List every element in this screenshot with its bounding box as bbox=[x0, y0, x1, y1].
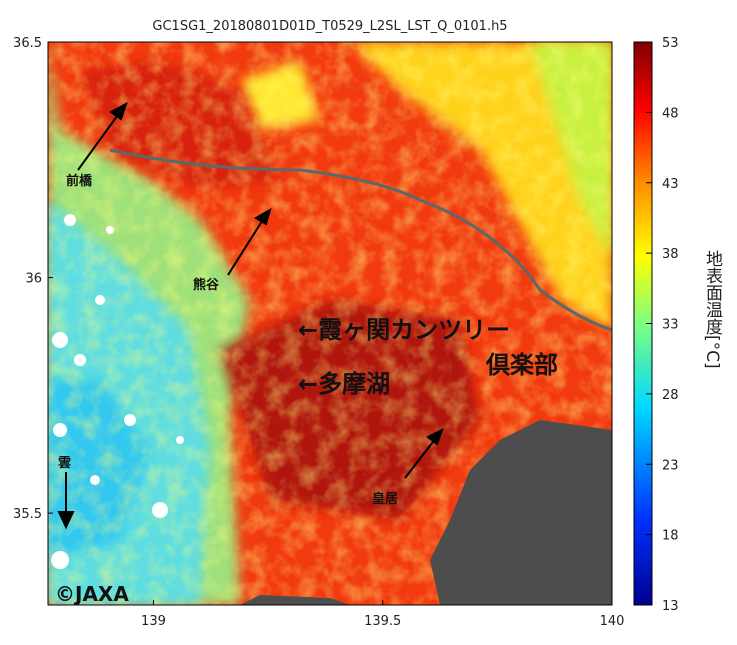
arrow-head bbox=[254, 207, 272, 226]
colorbar-tick-label: 18 bbox=[662, 529, 679, 544]
colorbar-tick-label: 33 bbox=[662, 318, 679, 333]
annotations bbox=[57, 101, 444, 530]
annotation: 倶楽部 bbox=[485, 351, 558, 379]
annotation: 皇居 bbox=[372, 491, 398, 507]
y-tick-label: 36 bbox=[25, 272, 42, 287]
map-frame bbox=[47, 41, 613, 606]
y-tick-label: 36.5 bbox=[13, 36, 42, 51]
colorbar-tick-label: 38 bbox=[662, 247, 679, 262]
colorbar-tick-label: 13 bbox=[662, 599, 679, 614]
annotation: 雲 bbox=[58, 455, 71, 471]
colorbar-tick-label: 23 bbox=[662, 458, 679, 473]
arrow-head bbox=[109, 101, 128, 121]
x-tick-label: 139.5 bbox=[364, 614, 401, 629]
colorbar-tick-label: 53 bbox=[662, 36, 679, 51]
annotation: ←多摩湖 bbox=[298, 370, 390, 398]
arrow-head bbox=[57, 511, 75, 530]
arrow bbox=[77, 111, 121, 171]
map-title: GC1SG1_20180801D01D_T0529_L2SL_LST_Q_010… bbox=[152, 19, 507, 34]
annotation: 熊谷 bbox=[193, 277, 220, 293]
arrow bbox=[404, 437, 437, 479]
colorbar-tick-label: 43 bbox=[662, 177, 679, 192]
colorbar-tick-label: 48 bbox=[662, 106, 679, 121]
x-tick-label: 140 bbox=[600, 614, 625, 629]
x-tick-label: 139 bbox=[141, 614, 166, 629]
arrow bbox=[227, 217, 265, 276]
arrow-head bbox=[426, 427, 444, 446]
annotation: ←霞ヶ関カンツリー bbox=[298, 316, 510, 344]
colorbar-tick-label: 28 bbox=[662, 388, 679, 403]
annotation: 前橋 bbox=[66, 173, 93, 189]
credit: ©JAXA bbox=[55, 582, 129, 606]
colorbar-label: 地表面温度[°C] bbox=[702, 250, 723, 369]
y-tick-label: 35.5 bbox=[13, 507, 42, 522]
